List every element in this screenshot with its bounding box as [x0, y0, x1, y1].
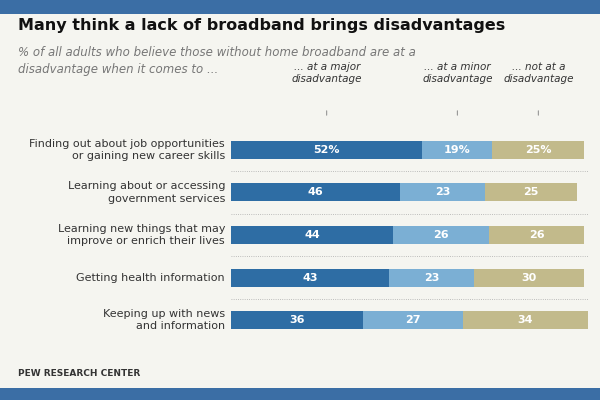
Bar — [231, 269, 389, 287]
Bar — [493, 141, 584, 159]
Bar — [364, 311, 463, 329]
Bar — [422, 141, 493, 159]
Bar — [474, 269, 584, 287]
Text: 46: 46 — [308, 188, 323, 198]
Text: Many think a lack of broadband brings disadvantages: Many think a lack of broadband brings di… — [18, 18, 505, 33]
Text: 44: 44 — [304, 230, 320, 240]
Text: 43: 43 — [302, 273, 318, 283]
Text: Learning about or accessing
government services: Learning about or accessing government s… — [67, 181, 225, 204]
Text: 23: 23 — [435, 188, 451, 198]
Text: ... at a minor
disadvantage: ... at a minor disadvantage — [422, 62, 493, 84]
Text: 26: 26 — [529, 230, 544, 240]
Text: % of all adults who believe those without home broadband are at a
disadvantage w: % of all adults who believe those withou… — [18, 46, 416, 76]
Text: 25: 25 — [523, 188, 539, 198]
Text: 27: 27 — [406, 315, 421, 325]
Bar — [231, 141, 422, 159]
Text: ... at a major
disadvantage: ... at a major disadvantage — [292, 62, 362, 84]
Text: PEW RESEARCH CENTER: PEW RESEARCH CENTER — [18, 369, 140, 378]
Bar — [231, 184, 400, 201]
Text: ... not at a
disadvantage: ... not at a disadvantage — [503, 62, 574, 84]
Text: 36: 36 — [289, 315, 305, 325]
Text: 23: 23 — [424, 273, 439, 283]
Text: 19%: 19% — [444, 145, 471, 155]
Text: Keeping up with news
and information: Keeping up with news and information — [103, 309, 225, 332]
Bar — [463, 311, 588, 329]
Bar — [231, 311, 364, 329]
Text: 34: 34 — [518, 315, 533, 325]
Bar — [400, 184, 485, 201]
Text: Learning new things that may
improve or enrich their lives: Learning new things that may improve or … — [58, 224, 225, 246]
Bar — [231, 226, 393, 244]
Text: Getting health information: Getting health information — [76, 273, 225, 283]
Bar — [393, 226, 488, 244]
Text: 25%: 25% — [525, 145, 551, 155]
Bar — [389, 269, 474, 287]
Bar — [488, 226, 584, 244]
Bar — [485, 184, 577, 201]
Text: Finding out about job opportunities
or gaining new career skills: Finding out about job opportunities or g… — [29, 139, 225, 161]
Text: 26: 26 — [433, 230, 449, 240]
Text: 52%: 52% — [313, 145, 340, 155]
Text: 30: 30 — [521, 273, 537, 283]
